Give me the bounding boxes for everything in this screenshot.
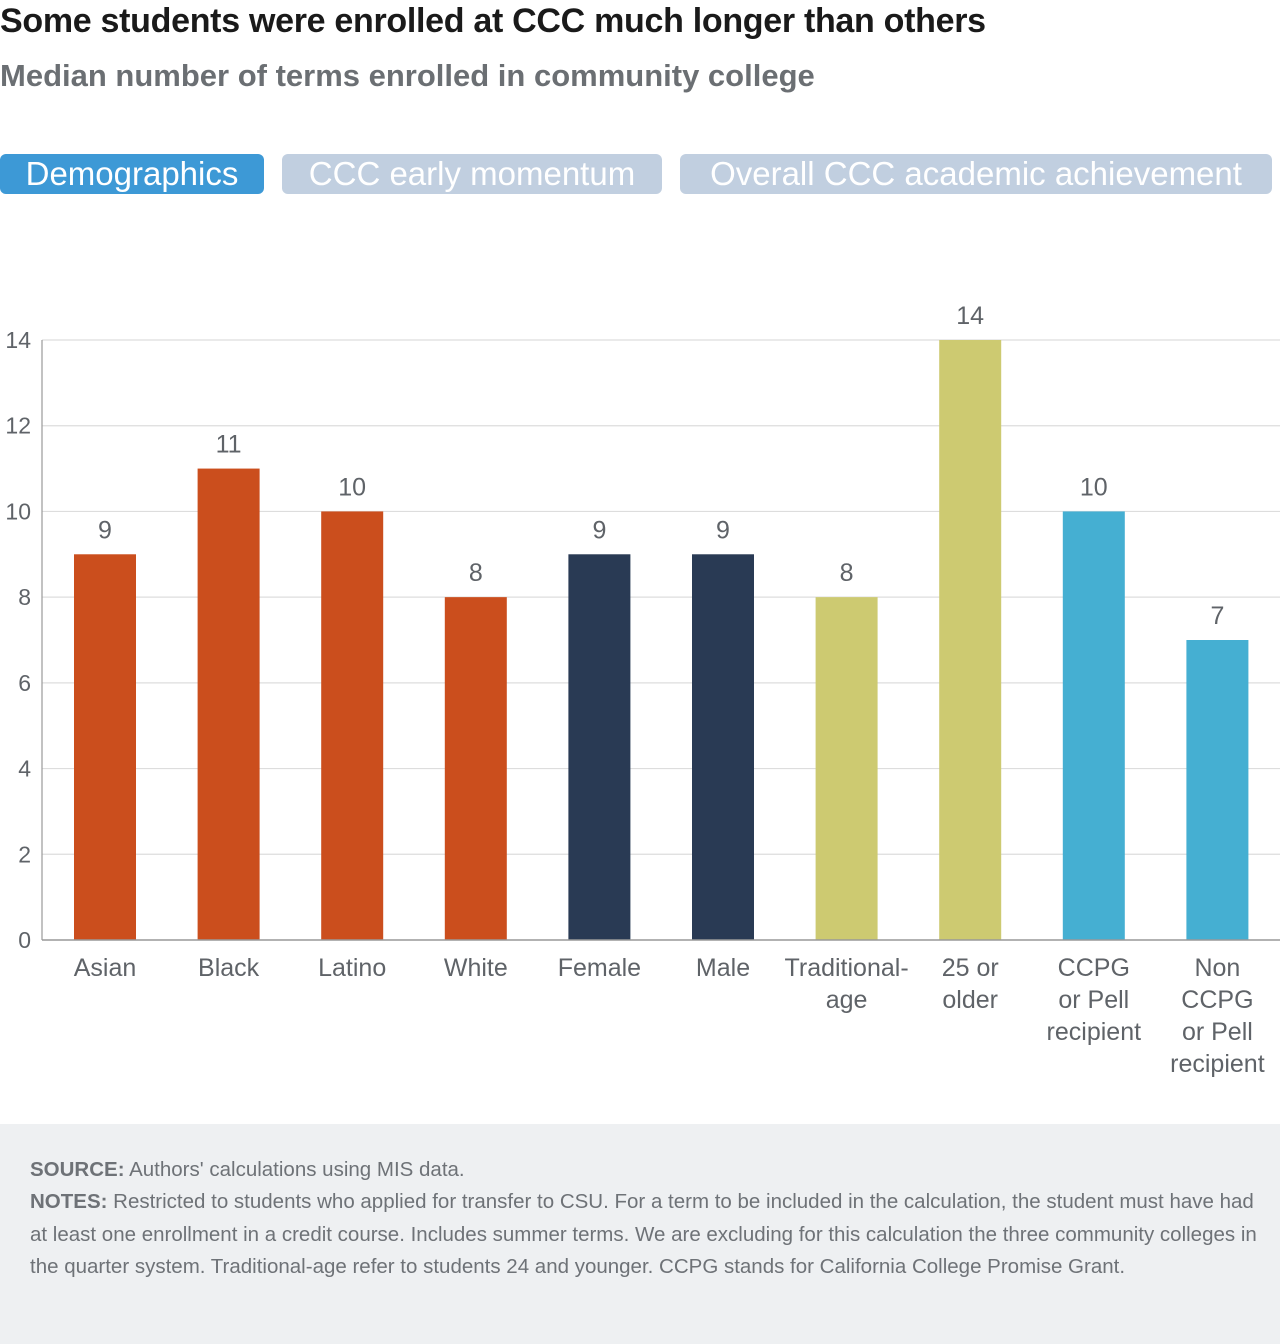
data-label: 10 <box>1080 473 1108 501</box>
source-text: Authors' calculations using MIS data. <box>124 1158 465 1181</box>
bar <box>815 597 878 940</box>
bar <box>197 468 260 940</box>
x-tick-label: or Pell <box>1182 1018 1253 1046</box>
bar <box>1062 511 1125 940</box>
data-label: 9 <box>592 516 606 544</box>
source-label: SOURCE: <box>30 1158 125 1181</box>
tab-overall-ccc-academic-achievement[interactable]: Overall CCC academic achievement <box>680 154 1272 194</box>
data-label: 8 <box>469 559 483 587</box>
x-tick-label: Black <box>198 954 260 982</box>
y-tick-label: 6 <box>18 670 31 696</box>
notes-text-block: NOTES: Restricted to students who applie… <box>30 1186 1260 1284</box>
x-tick-label: Latino <box>318 954 386 982</box>
bar <box>568 554 631 940</box>
bar <box>321 511 384 940</box>
x-tick-label: Non <box>1194 954 1240 982</box>
x-tick-label: Male <box>696 954 750 982</box>
notes-label: NOTES: <box>30 1190 108 1213</box>
x-tick-label: Asian <box>74 954 137 982</box>
x-tick-label: CCPG <box>1181 986 1253 1014</box>
data-label: 8 <box>840 559 854 587</box>
bar <box>74 554 136 940</box>
bar <box>1186 640 1249 940</box>
chart-subtitle: Median number of terms enrolled in commu… <box>0 58 815 93</box>
y-tick-label: 10 <box>5 498 31 524</box>
data-label: 9 <box>98 516 112 544</box>
tab-demographics[interactable]: Demographics <box>0 154 264 194</box>
x-tick-label: or Pell <box>1058 986 1129 1014</box>
x-tick-label: Traditional- <box>785 954 909 982</box>
data-label: 11 <box>216 431 242 459</box>
data-label: 9 <box>716 516 730 544</box>
data-label: 7 <box>1210 602 1224 630</box>
y-tick-label: 4 <box>18 756 31 782</box>
x-tick-label: White <box>444 954 508 982</box>
y-tick-label: 14 <box>5 327 31 353</box>
data-label: 14 <box>956 302 984 330</box>
x-tick-label: recipient <box>1170 1050 1265 1078</box>
bar <box>939 340 1002 940</box>
bar <box>444 597 507 940</box>
y-tick-label: 0 <box>18 927 31 953</box>
notes-panel: SOURCE: Authors' calculations using MIS … <box>0 1124 1280 1344</box>
y-tick-label: 12 <box>5 413 31 439</box>
x-tick-label: 25 or <box>942 954 999 982</box>
x-tick-label: Female <box>558 954 641 982</box>
y-tick-label: 2 <box>18 841 31 867</box>
source-note: SOURCE: Authors' calculations using MIS … <box>30 1154 1260 1187</box>
x-tick-label: age <box>826 986 868 1014</box>
bar <box>692 554 754 940</box>
data-label: 10 <box>338 473 366 501</box>
chart-title: Some students were enrolled at CCC much … <box>0 2 986 40</box>
tab-ccc-early-momentum[interactable]: CCC early momentum <box>282 154 662 194</box>
y-tick-label: 8 <box>18 584 31 610</box>
x-tick-label: CCPG <box>1058 954 1130 982</box>
notes-text: Restricted to students who applied for t… <box>30 1190 1257 1278</box>
x-tick-label: recipient <box>1047 1018 1142 1046</box>
x-tick-label: older <box>942 986 998 1014</box>
bar-chart: 0 2 4 6 8 10 12 14 9 Asian 11 Black 10 Latino 8 White 9 F… <box>5 302 1280 1078</box>
